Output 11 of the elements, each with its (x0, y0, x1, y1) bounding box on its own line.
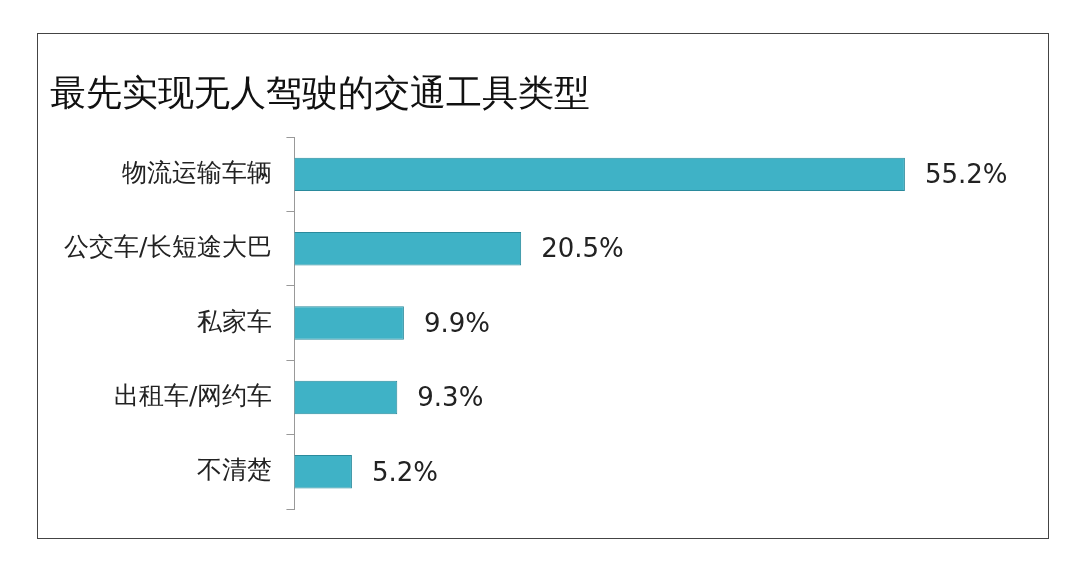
y-tick-label: 私家车 (197, 306, 273, 336)
y-tick-label: 物流运输车辆 (122, 157, 273, 187)
y-tick-label: 不清楚 (197, 455, 273, 485)
y-tick-label: 公交车/长短途大巴 (63, 232, 273, 262)
data-label: 55.2% (924, 159, 1008, 190)
y-tick-label: 出租车/网约车 (113, 380, 273, 410)
chart-title: 最先实现无人驾驶的交通工具类型 (50, 71, 590, 113)
data-label: 20.5% (541, 233, 624, 264)
data-label: 5.2% (371, 456, 438, 487)
data-label: 9.3% (417, 382, 484, 413)
data-label: 9.9% (423, 307, 490, 338)
